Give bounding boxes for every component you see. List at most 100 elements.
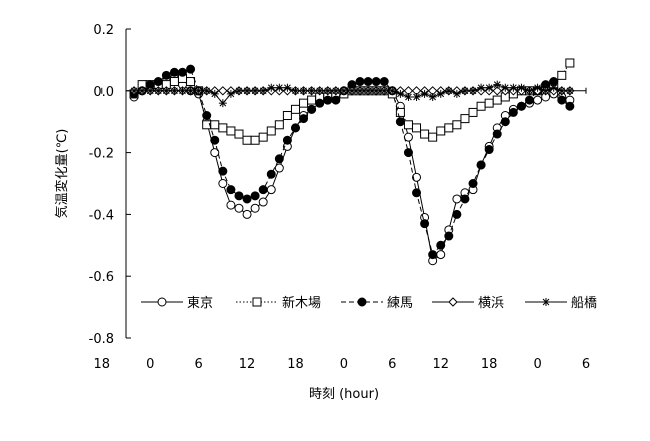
- data-point: [226, 89, 235, 98]
- data-point: [412, 92, 421, 101]
- data-point: [170, 86, 179, 95]
- data-point: [162, 86, 171, 95]
- data-point-stroke: [275, 84, 283, 92]
- data-point-stroke: [130, 87, 138, 95]
- data-point: [299, 98, 309, 108]
- data-point-stroke: [461, 87, 469, 95]
- data-point: [372, 86, 381, 95]
- legend-item-1: 新木場: [236, 295, 321, 311]
- data-point-stroke: [187, 87, 194, 95]
- legend: 東京 新木場 練馬 横浜 船橋: [141, 295, 597, 311]
- data-point: [210, 89, 219, 98]
- data-point-stroke: [146, 87, 154, 95]
- legend-item-2: 練馬: [341, 296, 413, 311]
- data-point-stroke: [518, 84, 525, 92]
- data-point-stroke: [405, 93, 412, 101]
- data-point: [412, 188, 422, 198]
- data-point: [428, 132, 438, 142]
- data-point: [492, 86, 502, 96]
- x-tick-label: 0: [533, 357, 541, 372]
- data-point: [452, 209, 462, 219]
- data-point-stroke: [526, 87, 533, 95]
- data-point: [267, 83, 276, 92]
- data-point: [380, 86, 389, 95]
- data-point: [485, 83, 494, 92]
- series-line: [133, 62, 571, 141]
- data-point-stroke: [469, 87, 477, 95]
- data-point: [274, 163, 284, 173]
- data-point: [492, 95, 502, 105]
- y-tick-label: 0.0: [93, 85, 114, 100]
- data-point-stroke: [251, 87, 259, 95]
- data-point-stroke: [542, 298, 550, 306]
- data-point: [476, 101, 486, 111]
- data-point: [460, 194, 470, 204]
- data-point: [388, 86, 397, 95]
- data-point: [493, 80, 502, 89]
- data-point: [452, 89, 461, 98]
- data-point: [234, 129, 244, 139]
- data-point-stroke: [558, 87, 566, 95]
- x-tick-label: 12: [432, 357, 449, 372]
- data-point-stroke: [292, 87, 299, 95]
- data-point: [395, 117, 405, 127]
- data-point-stroke: [445, 87, 453, 95]
- data-point: [525, 86, 534, 95]
- data-point-stroke: [138, 87, 146, 95]
- data-point: [395, 107, 405, 117]
- data-point: [565, 58, 575, 68]
- x-tick-label: 6: [388, 357, 396, 372]
- series-1: [129, 58, 575, 145]
- data-point: [307, 86, 316, 95]
- data-point: [484, 145, 494, 155]
- x-tick-label: 18: [287, 357, 304, 372]
- data-point: [202, 111, 212, 121]
- data-point: [161, 70, 171, 80]
- data-point: [315, 86, 324, 95]
- data-point-stroke: [364, 87, 372, 95]
- legend-item-4: 船橋: [525, 296, 597, 311]
- legend-label: 新木場: [282, 295, 321, 311]
- data-point: [226, 126, 236, 136]
- data-point: [242, 194, 252, 204]
- data-point: [533, 95, 543, 105]
- data-point: [226, 185, 236, 195]
- data-point-stroke: [219, 99, 227, 107]
- data-point: [525, 95, 535, 105]
- data-point: [210, 148, 220, 158]
- data-point-stroke: [235, 87, 243, 95]
- data-point: [323, 86, 332, 95]
- x-axis-label: 時刻 (hour): [309, 387, 379, 402]
- data-point: [291, 86, 300, 95]
- x-tick-label: 6: [582, 357, 590, 372]
- y-tick-label: -0.4: [89, 208, 114, 223]
- data-point: [477, 83, 486, 92]
- data-point: [138, 86, 147, 95]
- data-point-stroke: [356, 87, 364, 95]
- legend-label: 東京: [187, 295, 213, 311]
- data-point-stroke: [203, 87, 211, 95]
- x-tick-label: 6: [194, 357, 202, 372]
- data-point: [444, 123, 454, 133]
- data-point-stroke: [324, 87, 332, 95]
- data-point: [177, 67, 187, 77]
- data-point: [218, 99, 227, 108]
- data-point: [357, 297, 367, 307]
- data-point: [460, 114, 470, 124]
- data-point-stroke: [421, 90, 428, 98]
- data-point: [468, 179, 478, 188]
- data-point: [146, 86, 155, 95]
- data-point: [492, 129, 502, 139]
- data-point-stroke: [259, 87, 267, 95]
- data-point: [516, 101, 526, 111]
- data-point: [315, 98, 325, 108]
- x-tick-label: 18: [94, 357, 111, 372]
- data-point: [557, 70, 567, 80]
- data-point: [468, 107, 478, 117]
- data-point: [404, 92, 413, 101]
- data-point: [542, 298, 550, 306]
- data-point-stroke: [397, 90, 404, 98]
- data-point: [274, 120, 284, 130]
- x-tick-label: 18: [481, 357, 498, 372]
- legend-label: 横浜: [478, 296, 504, 311]
